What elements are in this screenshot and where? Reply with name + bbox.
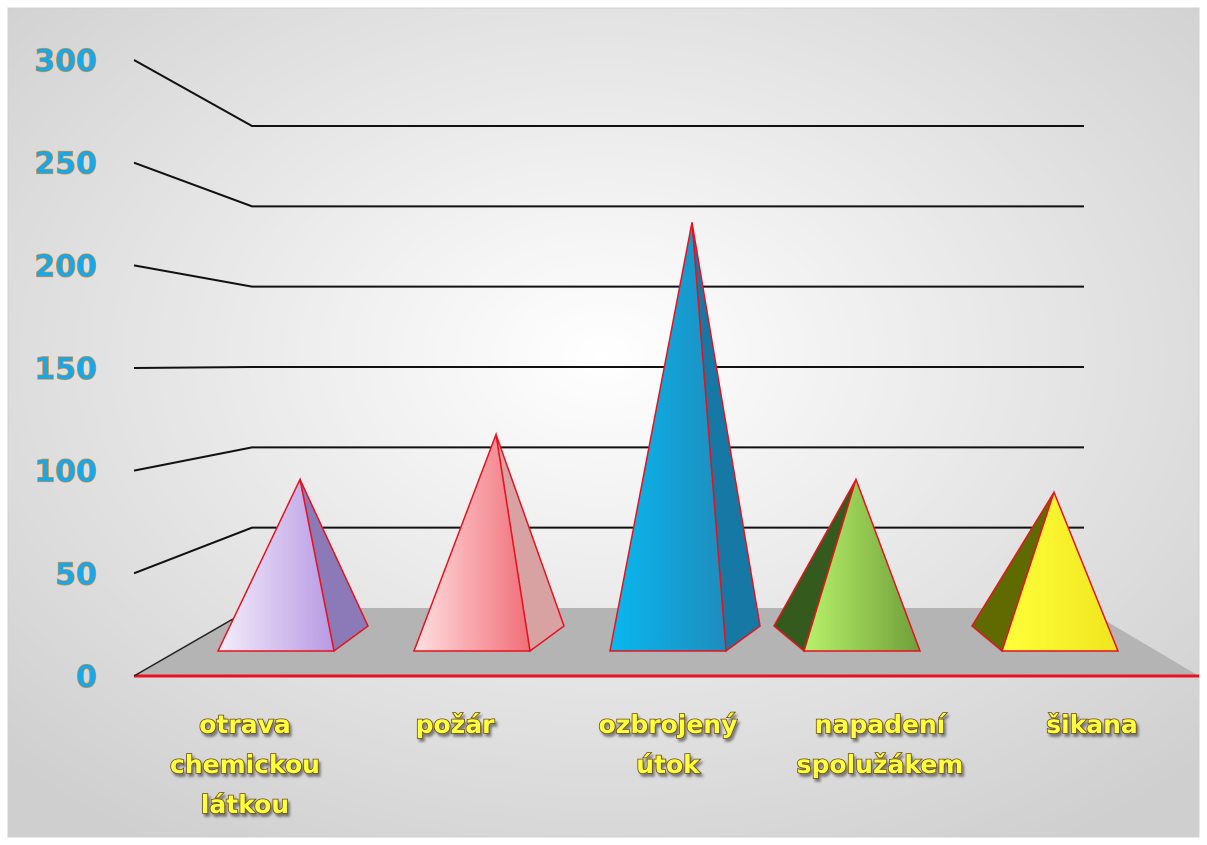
x-category-label-line: útok <box>636 750 701 779</box>
y-tick-label: 100 <box>34 455 97 490</box>
x-category-label-line: šikana <box>1046 710 1138 739</box>
x-axis-labels: otrava chemickou látkou požár ozbrojený útok n… <box>169 709 1138 820</box>
x-category-label: ozbrojený útok <box>599 710 738 779</box>
gridline-100 <box>133 446 1084 472</box>
gridline-300 <box>133 59 1084 127</box>
x-category-label: napadení spolužákem <box>797 710 964 779</box>
x-category-label-line: napadení <box>815 710 947 739</box>
x-category-label-line: požár <box>416 710 495 739</box>
gridline-150 <box>133 366 1084 369</box>
pyramid-bar-3 <box>609 222 761 653</box>
chart-background <box>7 7 1200 838</box>
gridline-200 <box>133 264 1084 288</box>
pyramid-front-face <box>1000 490 1120 652</box>
x-category-label-line: chemickou <box>170 750 320 779</box>
x-category-label-line: ozbrojený <box>599 710 738 739</box>
y-tick-label: 250 <box>34 147 97 182</box>
pyramid-front-face <box>216 477 335 652</box>
y-tick-label: 50 <box>55 557 97 592</box>
x-category-label: požár <box>416 710 495 739</box>
pyramid-front-face <box>802 477 922 652</box>
pyramid-bar-1 <box>216 477 369 653</box>
gridlines <box>133 59 1084 575</box>
pyramid-front-face <box>609 222 727 652</box>
gridline-50 <box>133 526 1084 575</box>
pyramid-bar-4 <box>773 477 922 653</box>
x-category-label-line: otrava <box>199 710 291 739</box>
pyramid-bar-5 <box>971 490 1120 653</box>
y-tick-label: 0 <box>76 660 97 695</box>
x-category-label: šikana <box>1046 710 1138 739</box>
y-tick-label: 150 <box>34 352 97 387</box>
pyramid-front-face <box>412 431 531 652</box>
x-category-label-line: látkou <box>201 790 289 819</box>
y-tick-label: 300 <box>34 44 97 79</box>
pyramid-bars <box>216 222 1120 653</box>
x-category-label-line: spolužákem <box>797 750 964 779</box>
y-tick-label: 200 <box>34 249 97 284</box>
y-axis-ticks: 0 50 100 150 200 250 300 <box>34 43 98 695</box>
x-category-label: otrava chemickou látkou <box>170 710 320 819</box>
pyramid-bar-2 <box>412 431 565 653</box>
gridline-250 <box>133 161 1084 208</box>
